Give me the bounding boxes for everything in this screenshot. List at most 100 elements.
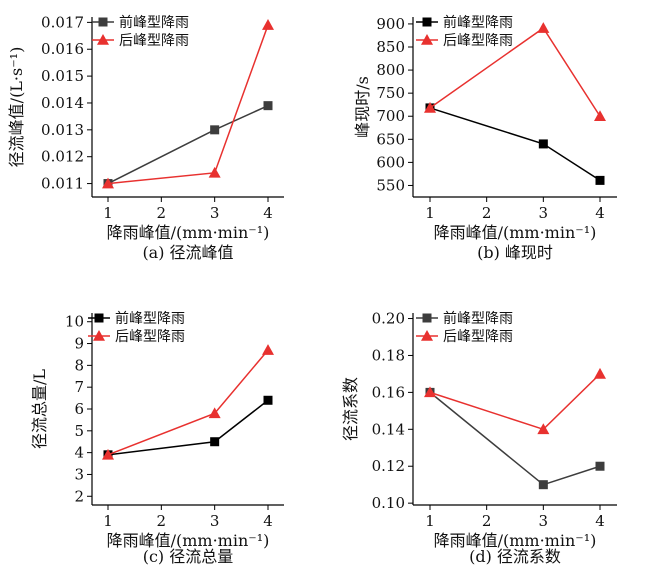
legend-label: 后峰型降雨 [119,33,189,49]
legend-label: 前峰型降雨 [443,310,513,327]
x-tick-label: 3 [210,204,220,222]
data-point-rear-peak [102,177,114,189]
x-tick-label: 4 [595,512,605,530]
x-tick-label: 4 [595,204,605,222]
chart-panel-b: 550 600 650 700 750 800 850 900 1 2 3 4降雨峰值/(mm·min… [353,14,617,262]
y-tick-label: 0.10 [372,494,405,512]
data-point-front-peak [263,395,273,405]
y-tick-label: 10 [65,313,84,331]
x-tick-label: 4 [263,204,273,222]
panel-caption: (a) 径流峰值 [142,243,233,262]
x-tick-label: 3 [539,204,549,222]
series-line-front-peak [429,391,601,486]
y-tick-label: 5 [74,422,84,440]
series-line-front-peak [107,399,269,456]
y-tick-label: 550 [376,176,405,194]
x-axis-label: 降雨峰值/(mm·min⁻¹) [434,223,597,242]
y-axis-label: 径流峰值/(L·s⁻¹) [7,47,26,168]
legend-marker [422,313,432,323]
x-axis-label: 降雨峰值/(mm·min⁻¹) [107,223,270,242]
x-axis-label: 降雨峰值/(mm·min⁻¹) [434,531,597,550]
data-point-rear-peak [262,19,274,30]
data-point-front-peak [210,125,220,135]
series-line-front-peak [429,107,601,182]
legend-marker [94,313,104,323]
y-tick-label: 850 [376,38,405,56]
y-tick-label: 9 [74,335,84,353]
x-tick-label: 1 [425,512,435,530]
data-point-rear-peak [424,101,436,113]
data-point-rear-peak [262,344,274,355]
data-point-front-peak [595,461,605,471]
data-point-rear-peak [102,448,114,460]
legend-label: 前峰型降雨 [115,310,185,327]
x-tick-label: 3 [210,512,220,530]
y-tick-label: 0.14 [372,420,405,438]
x-tick-label: 2 [157,512,167,530]
x-tick-label: 4 [263,512,273,530]
data-point-rear-peak [537,423,550,435]
data-point-front-peak [595,175,605,185]
chart-panel-a: 0.011 0.012 0.013 0.014 0.015 0.016 0.017 1 2 3 4降… [7,13,284,262]
data-point-rear-peak [424,386,436,398]
y-tick-label: 0.017 [41,13,84,31]
y-tick-label: 0.012 [41,148,84,166]
y-tick-label: 800 [376,61,405,79]
x-tick-label: 2 [482,204,492,222]
chart-panel-d: 0.10 0.12 0.14 0.16 0.18 0.20 1 2 3 4降雨峰值/(mm·min… [341,310,617,566]
y-tick-label: 3 [74,465,84,483]
y-tick-label: 0.014 [41,94,84,112]
x-axis-label: 降雨峰值/(mm·min⁻¹) [107,531,270,550]
y-tick-label: 0.18 [372,346,405,364]
y-tick-label: 4 [74,444,84,462]
y-tick-label: 0.016 [41,40,84,58]
data-point-front-peak [263,101,273,111]
series-line-rear-peak [429,373,601,431]
y-axis-label: 径流总量/L [30,369,49,449]
y-tick-label: 2 [74,487,84,505]
series-line-rear-peak [107,349,269,456]
x-tick-label: 3 [539,512,549,530]
legend-marker [422,17,432,27]
panel-caption: (b) 峰现时 [477,243,553,262]
y-tick-label: 700 [376,107,405,125]
y-axis-label: 径流系数 [341,377,360,441]
legend-label: 后峰型降雨 [443,33,513,49]
series-line-front-peak [107,104,269,185]
panel-caption: (d) 径流系数 [469,547,561,566]
y-tick-label: 0.20 [372,310,405,328]
legend-marker [421,330,433,341]
y-tick-label: 7 [74,378,84,396]
y-tick-label: 900 [376,15,405,33]
y-tick-label: 0.12 [372,457,405,475]
data-point-rear-peak [537,22,550,33]
legend-marker [93,330,105,341]
x-tick-label: 1 [103,204,113,222]
y-axis-label: 峰现时/s [353,76,372,138]
legend-label: 后峰型降雨 [443,329,513,345]
data-point-rear-peak [208,407,221,419]
data-point-front-peak [210,437,220,447]
legend-marker [98,17,108,27]
y-tick-label: 0.015 [41,67,84,85]
legend-marker [421,34,433,45]
y-tick-label: 750 [376,84,405,102]
data-point-rear-peak [594,367,606,379]
x-tick-label: 1 [425,204,435,222]
y-tick-label: 650 [376,130,405,148]
y-tick-label: 600 [376,153,405,171]
x-tick-label: 2 [482,512,492,530]
data-point-rear-peak [594,110,606,122]
legend-label: 后峰型降雨 [115,329,185,345]
y-tick-label: 0.011 [41,175,84,193]
y-tick-label: 0.013 [41,121,84,139]
data-point-rear-peak [208,166,221,178]
legend-marker [97,34,109,45]
y-tick-label: 8 [74,356,84,374]
y-tick-label: 6 [74,400,84,418]
legend-label: 前峰型降雨 [443,14,513,31]
panel-caption: (c) 径流总量 [143,547,234,566]
y-tick-label: 0.16 [372,383,405,401]
